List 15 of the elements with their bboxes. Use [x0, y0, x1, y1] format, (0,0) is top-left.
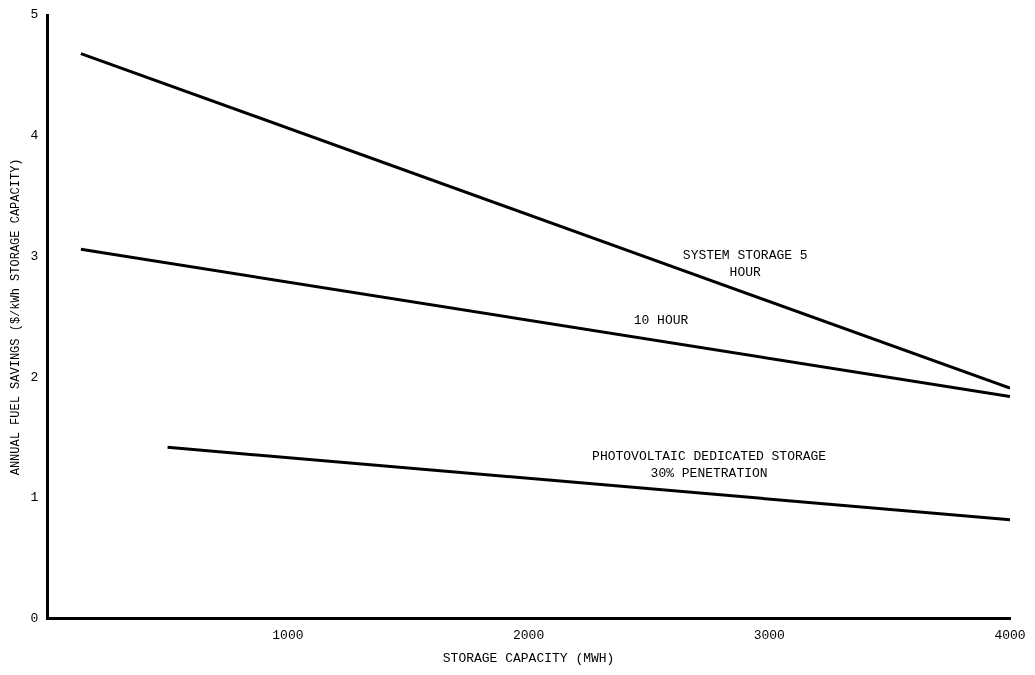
y-tick-label: 0: [30, 611, 39, 627]
x-tick-label: 4000: [994, 628, 1026, 644]
series-label: 10 HOUR: [633, 313, 689, 329]
y-axis-title: ANNUAL FUEL SAVINGS ($/kWh STORAGE CAPACITY): [9, 158, 24, 476]
x-tick-label: 1000: [272, 628, 304, 644]
x-tick-label: 3000: [753, 628, 785, 644]
x-axis-title: STORAGE CAPACITY (MWH): [442, 650, 615, 666]
series-label: PHOTOVOLTAIC DEDICATED STORAGE 30% PENETRATION: [592, 448, 827, 481]
y-tick-label: 4: [30, 128, 39, 144]
y-tick-label: 2: [30, 369, 39, 385]
y-tick-label: 5: [30, 7, 39, 23]
y-tick-label: 1: [30, 490, 39, 506]
series-label: SYSTEM STORAGE 5 HOUR: [682, 247, 808, 280]
y-tick-label: 3: [30, 248, 39, 264]
x-tick-label: 2000: [512, 628, 545, 644]
